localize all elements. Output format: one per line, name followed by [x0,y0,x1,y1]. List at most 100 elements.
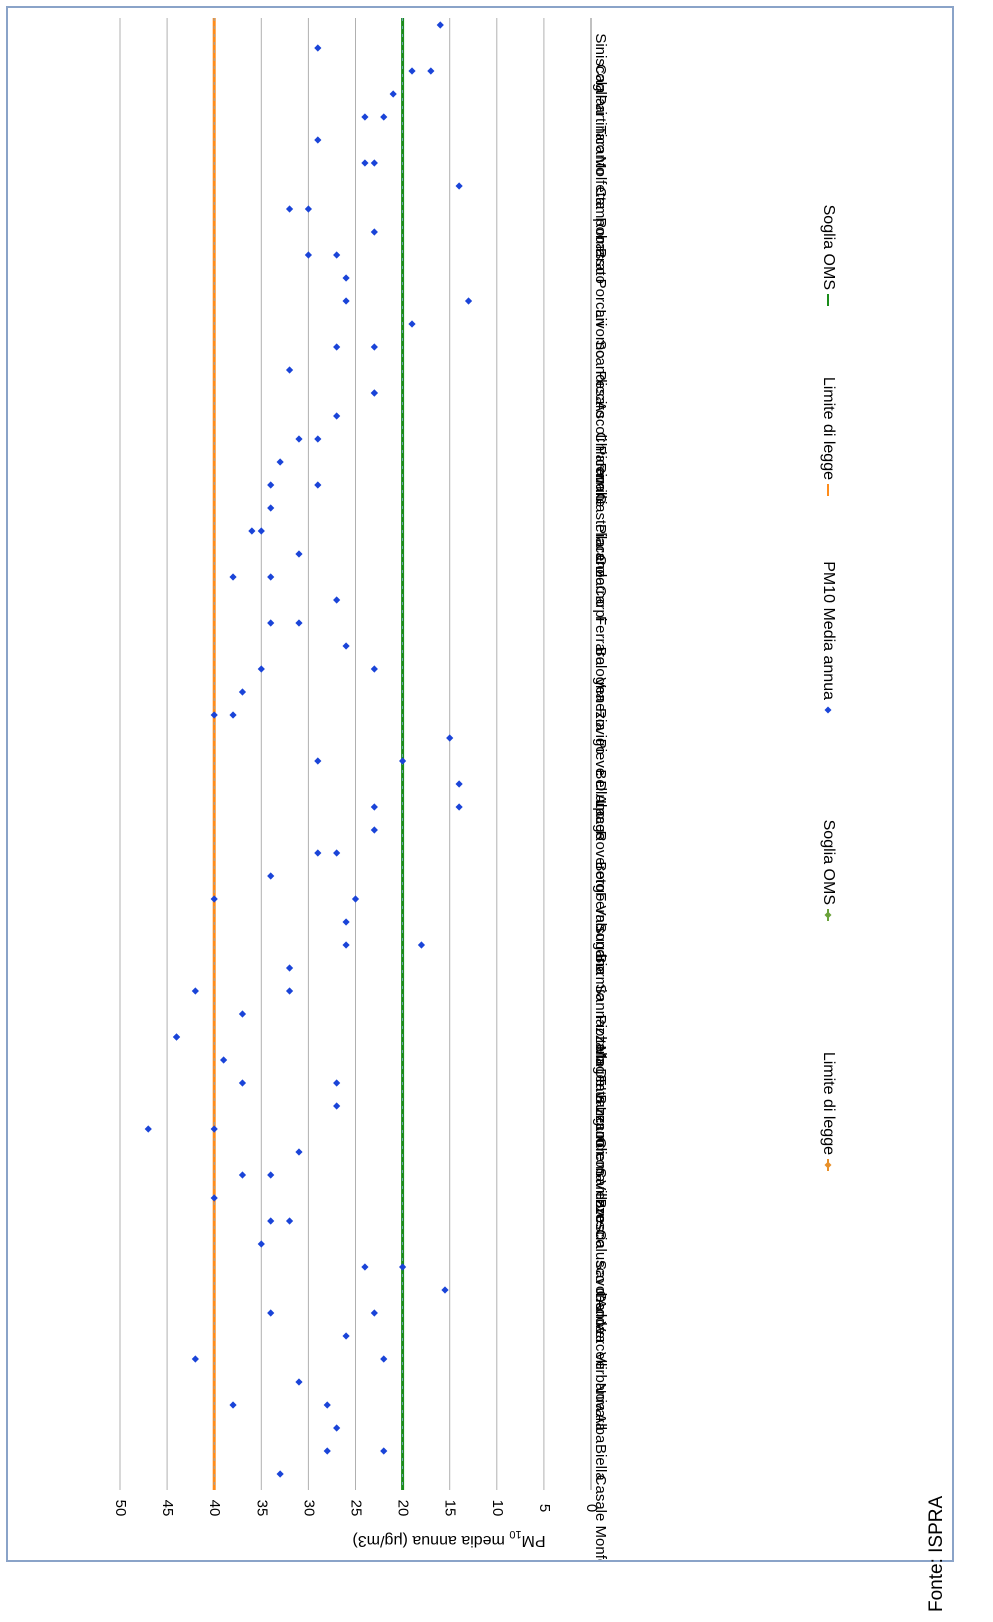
data-point [314,849,322,857]
data-point [295,435,303,443]
category-label: Lecco [592,1107,609,1147]
data-point [238,1010,247,1018]
data-point [257,527,265,535]
data-point [399,757,407,765]
data-point [408,320,416,328]
data-point [285,366,294,374]
data-point [267,504,275,512]
data-point [304,205,312,213]
category-label: Molfetta [592,156,609,210]
category-label: Rovigo [592,708,609,755]
category-label: Ferno [592,892,609,931]
category-label: Borgo Valsugana [592,861,609,976]
data-point [342,297,350,305]
data-point [314,757,322,765]
tick-label: 25 [348,1500,365,1517]
data-point [380,1355,388,1363]
data-point [220,1056,228,1064]
data-point [314,481,322,489]
data-point [446,734,454,742]
tick-label: 40 [206,1500,223,1517]
legend-item: PM10 Media annua [820,561,837,714]
category-label: Brescia [592,1199,609,1250]
category-label: Cagliari [592,64,609,115]
category-label: Venezia [592,677,609,731]
data-point [417,941,426,949]
category-label: Alba [592,1413,609,1444]
data-point [361,159,369,167]
data-point [323,1447,331,1455]
legend-label: Soglia OMS [820,205,837,290]
category-label: Biella [592,1444,609,1481]
category-label: Bormio [592,953,609,1001]
category-label: Pesaro [592,371,609,419]
category-label: Siniscola [592,33,609,94]
category-label: Casale Monferrato [592,1475,609,1560]
category-label: Rovereto [592,831,609,892]
data-point [436,21,444,29]
data-point [285,205,294,213]
category-label: Rimini [592,463,609,505]
data-point [370,159,378,167]
category-label: Tavazzano con Villavesco [592,1076,609,1248]
category-label: Piacenza [592,524,609,586]
data-point [333,251,341,259]
category-label: Vercelli [592,1321,609,1369]
legend-marker-swatch [824,706,832,714]
data-point [191,987,199,995]
data-point [370,803,378,811]
data-point [229,1401,237,1409]
data-point [342,918,350,926]
legend-marker-swatch [824,911,832,919]
tick-label: 20 [395,1500,412,1517]
y-axis-title-subscript: 10 [509,1528,521,1540]
data-point [399,1263,407,1271]
data-point [333,343,341,351]
data-point [257,665,265,673]
legend-label: PM10 Media annua [820,561,837,700]
category-label: Partinico [592,95,609,153]
data-point [333,412,341,420]
data-point [210,895,218,903]
category-label: Sondrio [592,923,609,975]
data-point [333,1079,341,1087]
legend-label: Limite di legge [820,377,837,480]
tick-label: 35 [253,1500,270,1517]
data-point [389,90,397,98]
scatter-chart: 0 5 10 15 20 25 30 35 40 45 50 Casale MonferratoBie… [112,18,837,1560]
data-point [314,435,322,443]
legend-item: Soglia OMS [820,820,837,921]
data-point [323,1401,331,1409]
data-point [267,872,275,880]
category-label: Verbania [592,1352,609,1412]
data-point [380,1447,388,1455]
category-label: Magenta [592,1045,609,1104]
data-point [361,1263,369,1271]
tick-label: 30 [300,1500,317,1517]
data-point [285,964,294,972]
category-label: Scandicci [592,340,609,404]
data-point [441,1286,449,1294]
data-point [333,596,341,604]
data-point [342,941,350,949]
category-label: Savona [592,1260,609,1312]
legend-label: Soglia OMS [820,820,837,905]
category-label: Carpi [592,585,609,621]
data-point [455,182,463,190]
category-label: Roma [592,217,609,258]
data-point [285,987,294,995]
data-point [267,573,275,581]
data-point [276,1470,284,1478]
data-point [342,1332,350,1340]
data-point [304,251,312,259]
data-point [191,1355,199,1363]
data-point [257,1240,265,1248]
tick-label: 15 [442,1500,459,1517]
data-point [455,780,463,788]
category-label: Genova [592,1291,609,1344]
category-label: Bologna [592,647,609,703]
y-axis-title-rest: media annua (μg/m3) [352,1532,509,1549]
data-point [210,1125,218,1133]
data-point [333,1102,341,1110]
source-note: Fonte: ISPRA [926,1495,947,1612]
